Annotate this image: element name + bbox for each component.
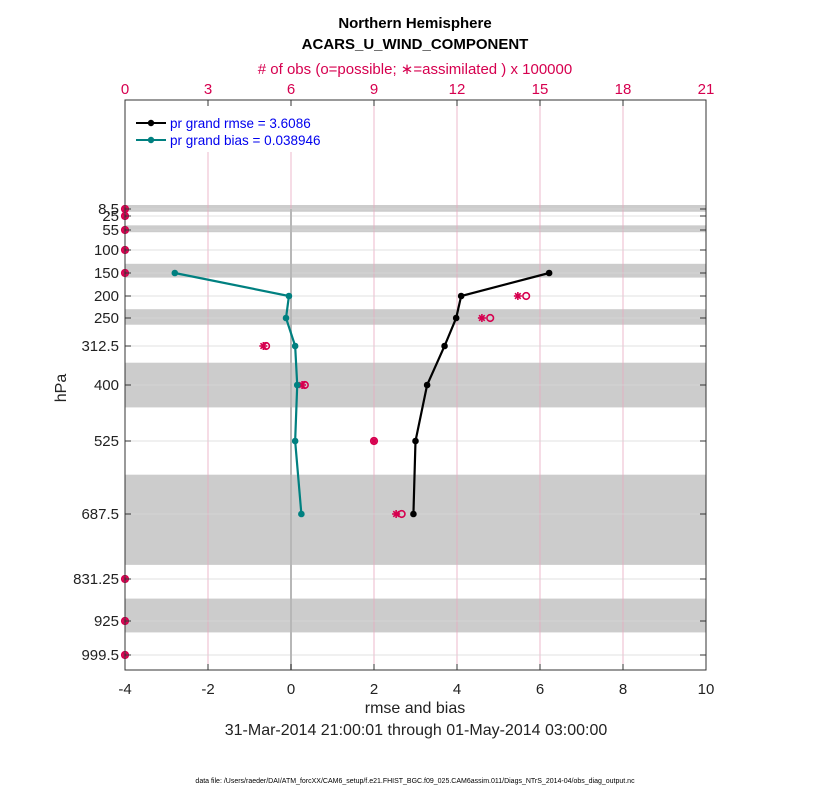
- asterisk-stroke: [298, 381, 306, 389]
- bottom-tick-label: -2: [201, 681, 214, 698]
- bias-point: [171, 269, 179, 277]
- level-tick-label: 8.5: [98, 201, 119, 218]
- rmse-point: [441, 342, 448, 350]
- gridlines: [124, 100, 707, 670]
- bottom-tick-label: 4: [453, 681, 461, 698]
- level-tick-label: 100: [94, 242, 119, 259]
- bias-point: [293, 381, 301, 389]
- shaded-bands: [125, 205, 706, 633]
- top-tick-label: 12: [449, 81, 466, 98]
- bias-point: [285, 292, 293, 300]
- top-tick-label: 18: [615, 81, 632, 98]
- bias-point: [291, 342, 299, 350]
- level-tick-label: 925: [94, 613, 119, 630]
- bottom-tick-label: -4: [118, 681, 131, 698]
- chart-title: Northern Hemisphere: [338, 15, 491, 32]
- date-range: 31-Mar-2014 21:00:01 through 01-May-2014…: [225, 722, 608, 739]
- level-tick-label: 400: [94, 377, 119, 394]
- level-tick-label: 687.5: [81, 506, 119, 523]
- shaded-band: [125, 263, 706, 278]
- asterisk-stroke: [392, 510, 400, 518]
- legend: pr grand rmse = 3.6086 pr grand bias = 0…: [130, 106, 335, 152]
- asterisk-stroke: [259, 342, 267, 350]
- obs-possible-marker: [522, 291, 531, 301]
- asterisk-stroke: [478, 314, 486, 322]
- legend-rmse-label: pr grand rmse = 3.6086: [170, 116, 311, 131]
- obs-assimilated-marker: [370, 437, 378, 445]
- obs-assimilated-marker: [259, 342, 268, 350]
- rmse-point: [410, 510, 417, 518]
- legend-bias-label: pr grand bias = 0.038946: [170, 133, 321, 148]
- level-tick-label: 999.5: [81, 647, 119, 664]
- level-tick-label: 25: [102, 208, 119, 225]
- legend-rmse-marker: [147, 119, 155, 127]
- level-tick-label: 831.25: [73, 571, 119, 588]
- obs-assimilated-marker: [513, 292, 522, 300]
- shaded-band: [125, 309, 706, 325]
- bottom-tick-label: 10: [698, 681, 715, 698]
- top-tick-label: 6: [287, 81, 295, 98]
- bias-point: [291, 437, 299, 445]
- top-tick-label: 0: [121, 81, 129, 98]
- axis-ticks: -4 -2 0 2 4 6 8 100 3 6 9 12 15 18 218.525551001502002…: [73, 81, 714, 698]
- bottom-tick-label: 6: [536, 681, 544, 698]
- shaded-band: [125, 598, 706, 633]
- top-tick-label: 9: [370, 81, 378, 98]
- rmse-point: [457, 292, 465, 300]
- y-axis-label: hPa: [53, 374, 70, 403]
- top-tick-label: 21: [698, 81, 715, 98]
- bottom-tick-label: 2: [370, 681, 378, 698]
- x-axis-label: rmse and bias: [365, 700, 466, 717]
- top-tick-label: 3: [204, 81, 212, 98]
- legend-bias-marker: [147, 136, 155, 144]
- shaded-band: [125, 474, 706, 565]
- obs-possible-marker: [486, 313, 495, 323]
- level-tick-label: 250: [94, 310, 119, 327]
- shaded-band: [125, 205, 706, 212]
- top-tick-label: 15: [532, 81, 549, 98]
- level-tick-label: 200: [94, 288, 119, 305]
- top-axis-label: # of obs (o=possible; ∗=assimilated ) x …: [258, 61, 572, 78]
- bottom-tick-label: 0: [287, 681, 295, 698]
- rmse-point: [423, 381, 431, 389]
- rmse-point: [412, 437, 419, 445]
- obs-assimilated-marker: [392, 510, 401, 518]
- obs-assimilated-marker: [477, 314, 486, 322]
- level-tick-label: 525: [94, 433, 119, 450]
- chart-subtitle: ACARS_U_WIND_COMPONENT: [302, 36, 529, 53]
- asterisk-stroke: [514, 292, 522, 300]
- bias-point: [282, 314, 290, 322]
- asterisk-stroke: [370, 437, 378, 445]
- shaded-band: [125, 225, 706, 233]
- bottom-tick-label: 8: [619, 681, 627, 698]
- rmse-point: [545, 269, 553, 277]
- level-tick-label: 150: [94, 265, 119, 282]
- level-tick-label: 312.5: [81, 338, 119, 355]
- data-file-footer: data file: /Users/raeder/DAI/ATM_forcXX/…: [195, 778, 635, 785]
- level-tick-label: 55: [102, 222, 119, 239]
- legend-box: [130, 106, 335, 152]
- bias-point: [298, 510, 305, 518]
- rmse-point: [452, 314, 460, 322]
